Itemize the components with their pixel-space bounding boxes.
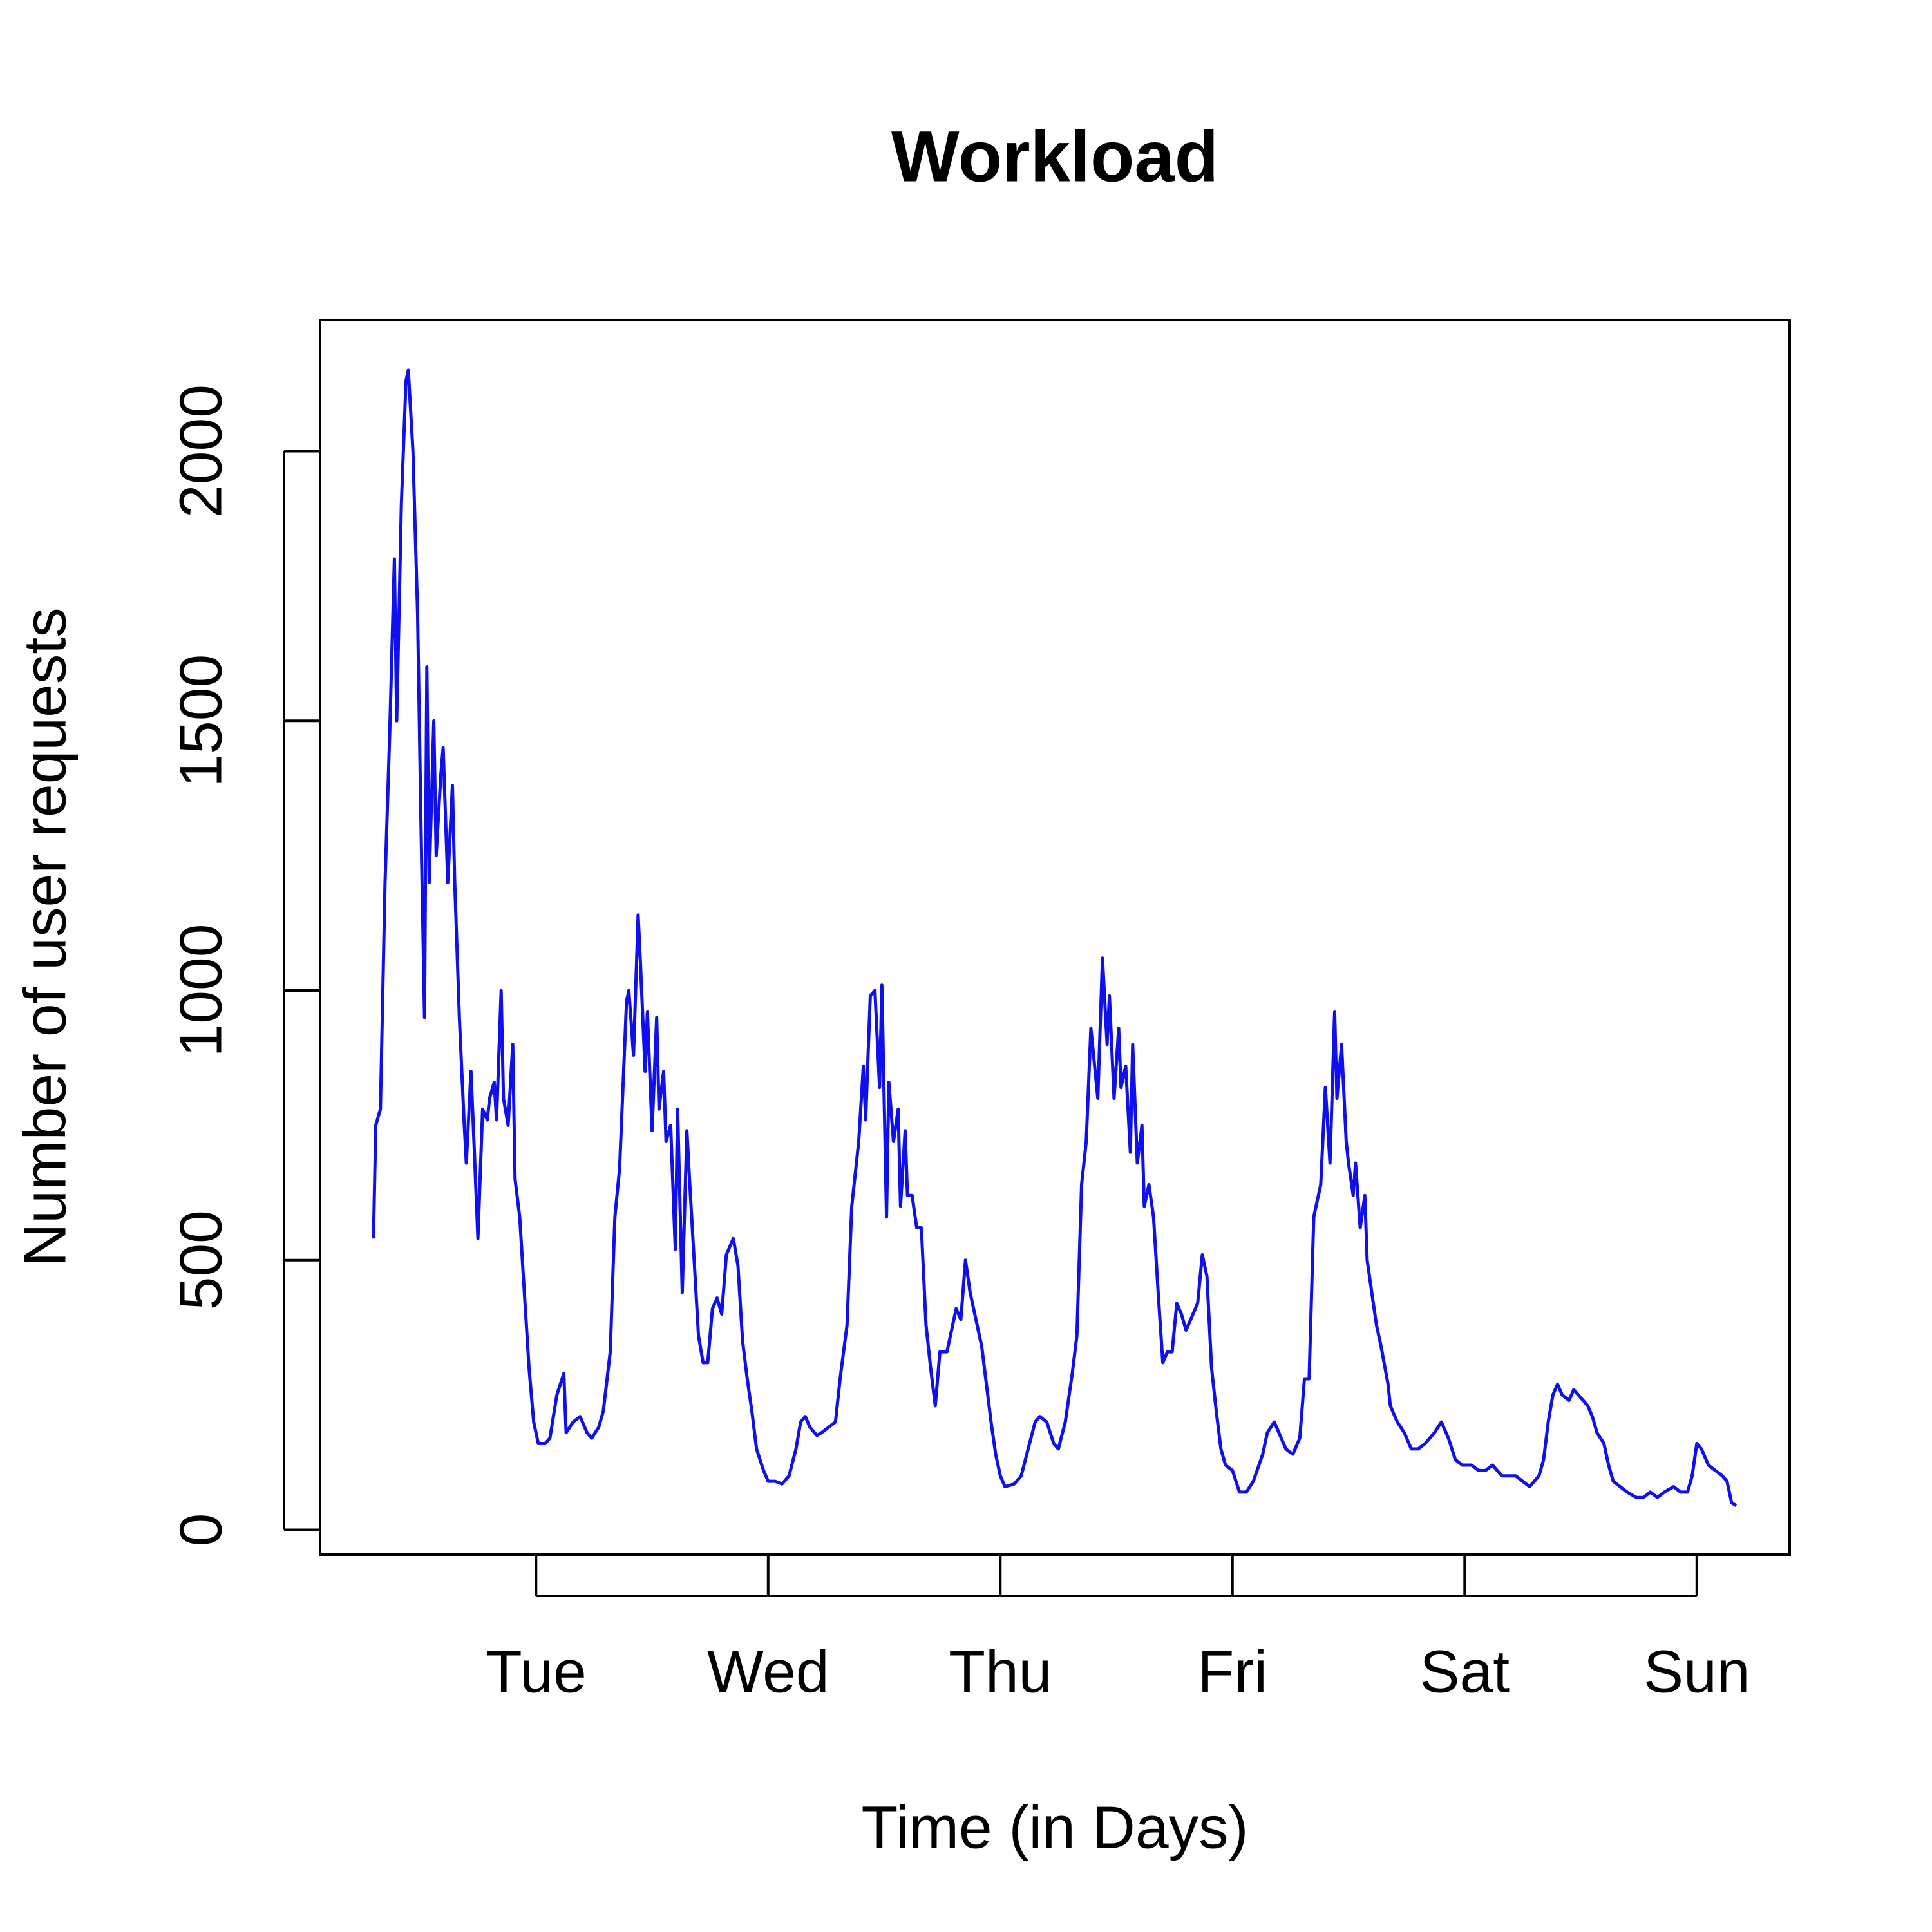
y-tick-label: 500 [167,1210,234,1310]
y-tick-label: 1500 [167,654,234,788]
chart-title: Workload [891,117,1218,197]
y-tick-label: 1000 [167,924,234,1057]
y-tick-label: 2000 [167,384,234,518]
x-tick-label: Sat [1419,1638,1510,1705]
x-tick-label: Wed [707,1638,829,1705]
x-tick-label: Tue [486,1638,587,1705]
x-axis-label: Time (in Days) [861,1794,1248,1861]
y-axis-label: Number of user requests [12,607,79,1266]
y-tick-label: 0 [167,1513,234,1547]
plot-box [319,319,1791,1556]
x-tick-label: Thu [949,1638,1052,1705]
x-tick-label: Fri [1198,1638,1267,1705]
data-line [372,368,1738,1507]
x-tick-label: Sun [1643,1638,1750,1705]
